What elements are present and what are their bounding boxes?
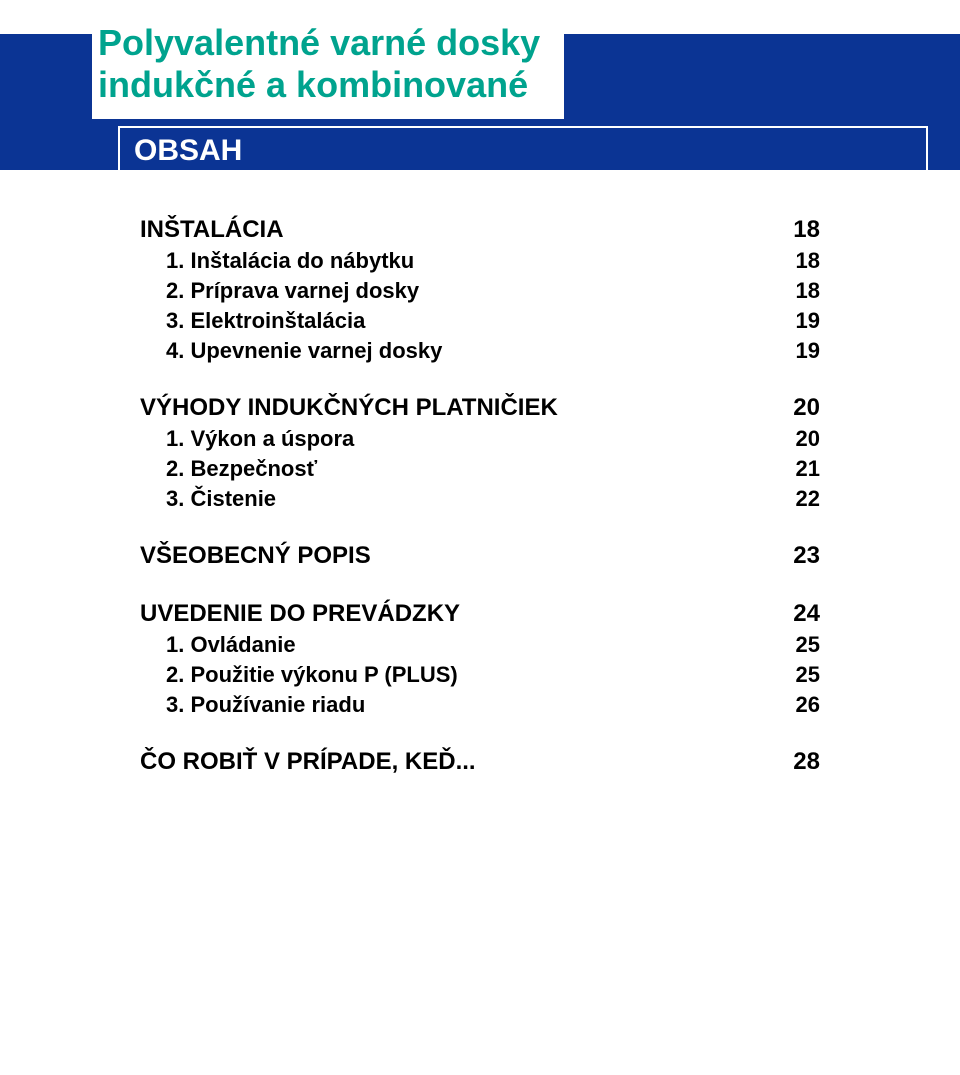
toc-item-page: 19 [796, 338, 820, 364]
toc-item: 3. Elektroinštalácia 19 [140, 306, 820, 336]
toc-heading-page: 20 [793, 394, 820, 422]
toc-item-label: 1. Ovládanie [166, 632, 296, 658]
toc-item-label: 2. Bezpečnosť [166, 456, 317, 482]
section-label-box: OBSAH [118, 126, 928, 178]
toc-item: 4. Upevnenie varnej dosky 19 [140, 336, 820, 366]
toc-item: 2. Príprava varnej dosky 18 [140, 276, 820, 306]
toc-heading-label: UVEDENIE DO PREVÁDZKY [140, 600, 460, 628]
toc-item-label: 2. Príprava varnej dosky [166, 278, 419, 304]
toc-item-label: 1. Výkon a úspora [166, 426, 354, 452]
toc-heading-page: 18 [793, 216, 820, 244]
toc-item-page: 26 [796, 692, 820, 718]
toc-group: VÝHODY INDUKČNÝCH PLATNIČIEK 20 1. Výkon… [140, 392, 820, 514]
toc-item: 3. Používanie riadu 26 [140, 690, 820, 720]
toc-item-label: 3. Elektroinštalácia [166, 308, 365, 334]
toc-heading-label: VŠEOBECNÝ POPIS [140, 542, 371, 570]
document-title-box: Polyvalentné varné dosky indukčné a komb… [92, 18, 564, 119]
toc-item-page: 25 [796, 632, 820, 658]
toc-item-page: 20 [796, 426, 820, 452]
toc-heading: VÝHODY INDUKČNÝCH PLATNIČIEK 20 [140, 392, 820, 424]
toc-heading-label: ČO ROBIŤ V PRÍPADE, KEĎ... [140, 748, 476, 776]
toc-heading: ČO ROBIŤ V PRÍPADE, KEĎ... 28 [140, 746, 820, 778]
toc-heading-label: INŠTALÁCIA [140, 216, 284, 244]
toc-item: 2. Bezpečnosť 21 [140, 454, 820, 484]
toc-item-label: 3. Používanie riadu [166, 692, 365, 718]
toc-item-label: 3. Čistenie [166, 486, 276, 512]
toc-heading-label: VÝHODY INDUKČNÝCH PLATNIČIEK [140, 394, 558, 422]
toc-item-page: 25 [796, 662, 820, 688]
toc-item: 3. Čistenie 22 [140, 484, 820, 514]
toc-item-page: 18 [796, 248, 820, 274]
toc-heading-page: 28 [793, 748, 820, 776]
title-line-2: indukčné a kombinované [98, 64, 540, 106]
toc-item-label: 4. Upevnenie varnej dosky [166, 338, 442, 364]
section-label: OBSAH [134, 134, 242, 167]
table-of-contents: INŠTALÁCIA 18 1. Inštalácia do nábytku 1… [140, 214, 820, 804]
toc-item-page: 22 [796, 486, 820, 512]
toc-item-label: 2. Použitie výkonu P (PLUS) [166, 662, 458, 688]
toc-group: UVEDENIE DO PREVÁDZKY 24 1. Ovládanie 25… [140, 598, 820, 720]
toc-heading: INŠTALÁCIA 18 [140, 214, 820, 246]
toc-item-page: 18 [796, 278, 820, 304]
toc-item: 1. Ovládanie 25 [140, 630, 820, 660]
toc-heading-page: 23 [793, 542, 820, 570]
toc-item: 1. Výkon a úspora 20 [140, 424, 820, 454]
toc-item-label: 1. Inštalácia do nábytku [166, 248, 414, 274]
toc-group: INŠTALÁCIA 18 1. Inštalácia do nábytku 1… [140, 214, 820, 366]
toc-item: 1. Inštalácia do nábytku 18 [140, 246, 820, 276]
toc-heading: VŠEOBECNÝ POPIS 23 [140, 540, 820, 572]
toc-heading: UVEDENIE DO PREVÁDZKY 24 [140, 598, 820, 630]
toc-item-page: 19 [796, 308, 820, 334]
toc-item-page: 21 [796, 456, 820, 482]
toc-heading-page: 24 [793, 600, 820, 628]
title-line-1: Polyvalentné varné dosky [98, 22, 540, 64]
toc-item: 2. Použitie výkonu P (PLUS) 25 [140, 660, 820, 690]
